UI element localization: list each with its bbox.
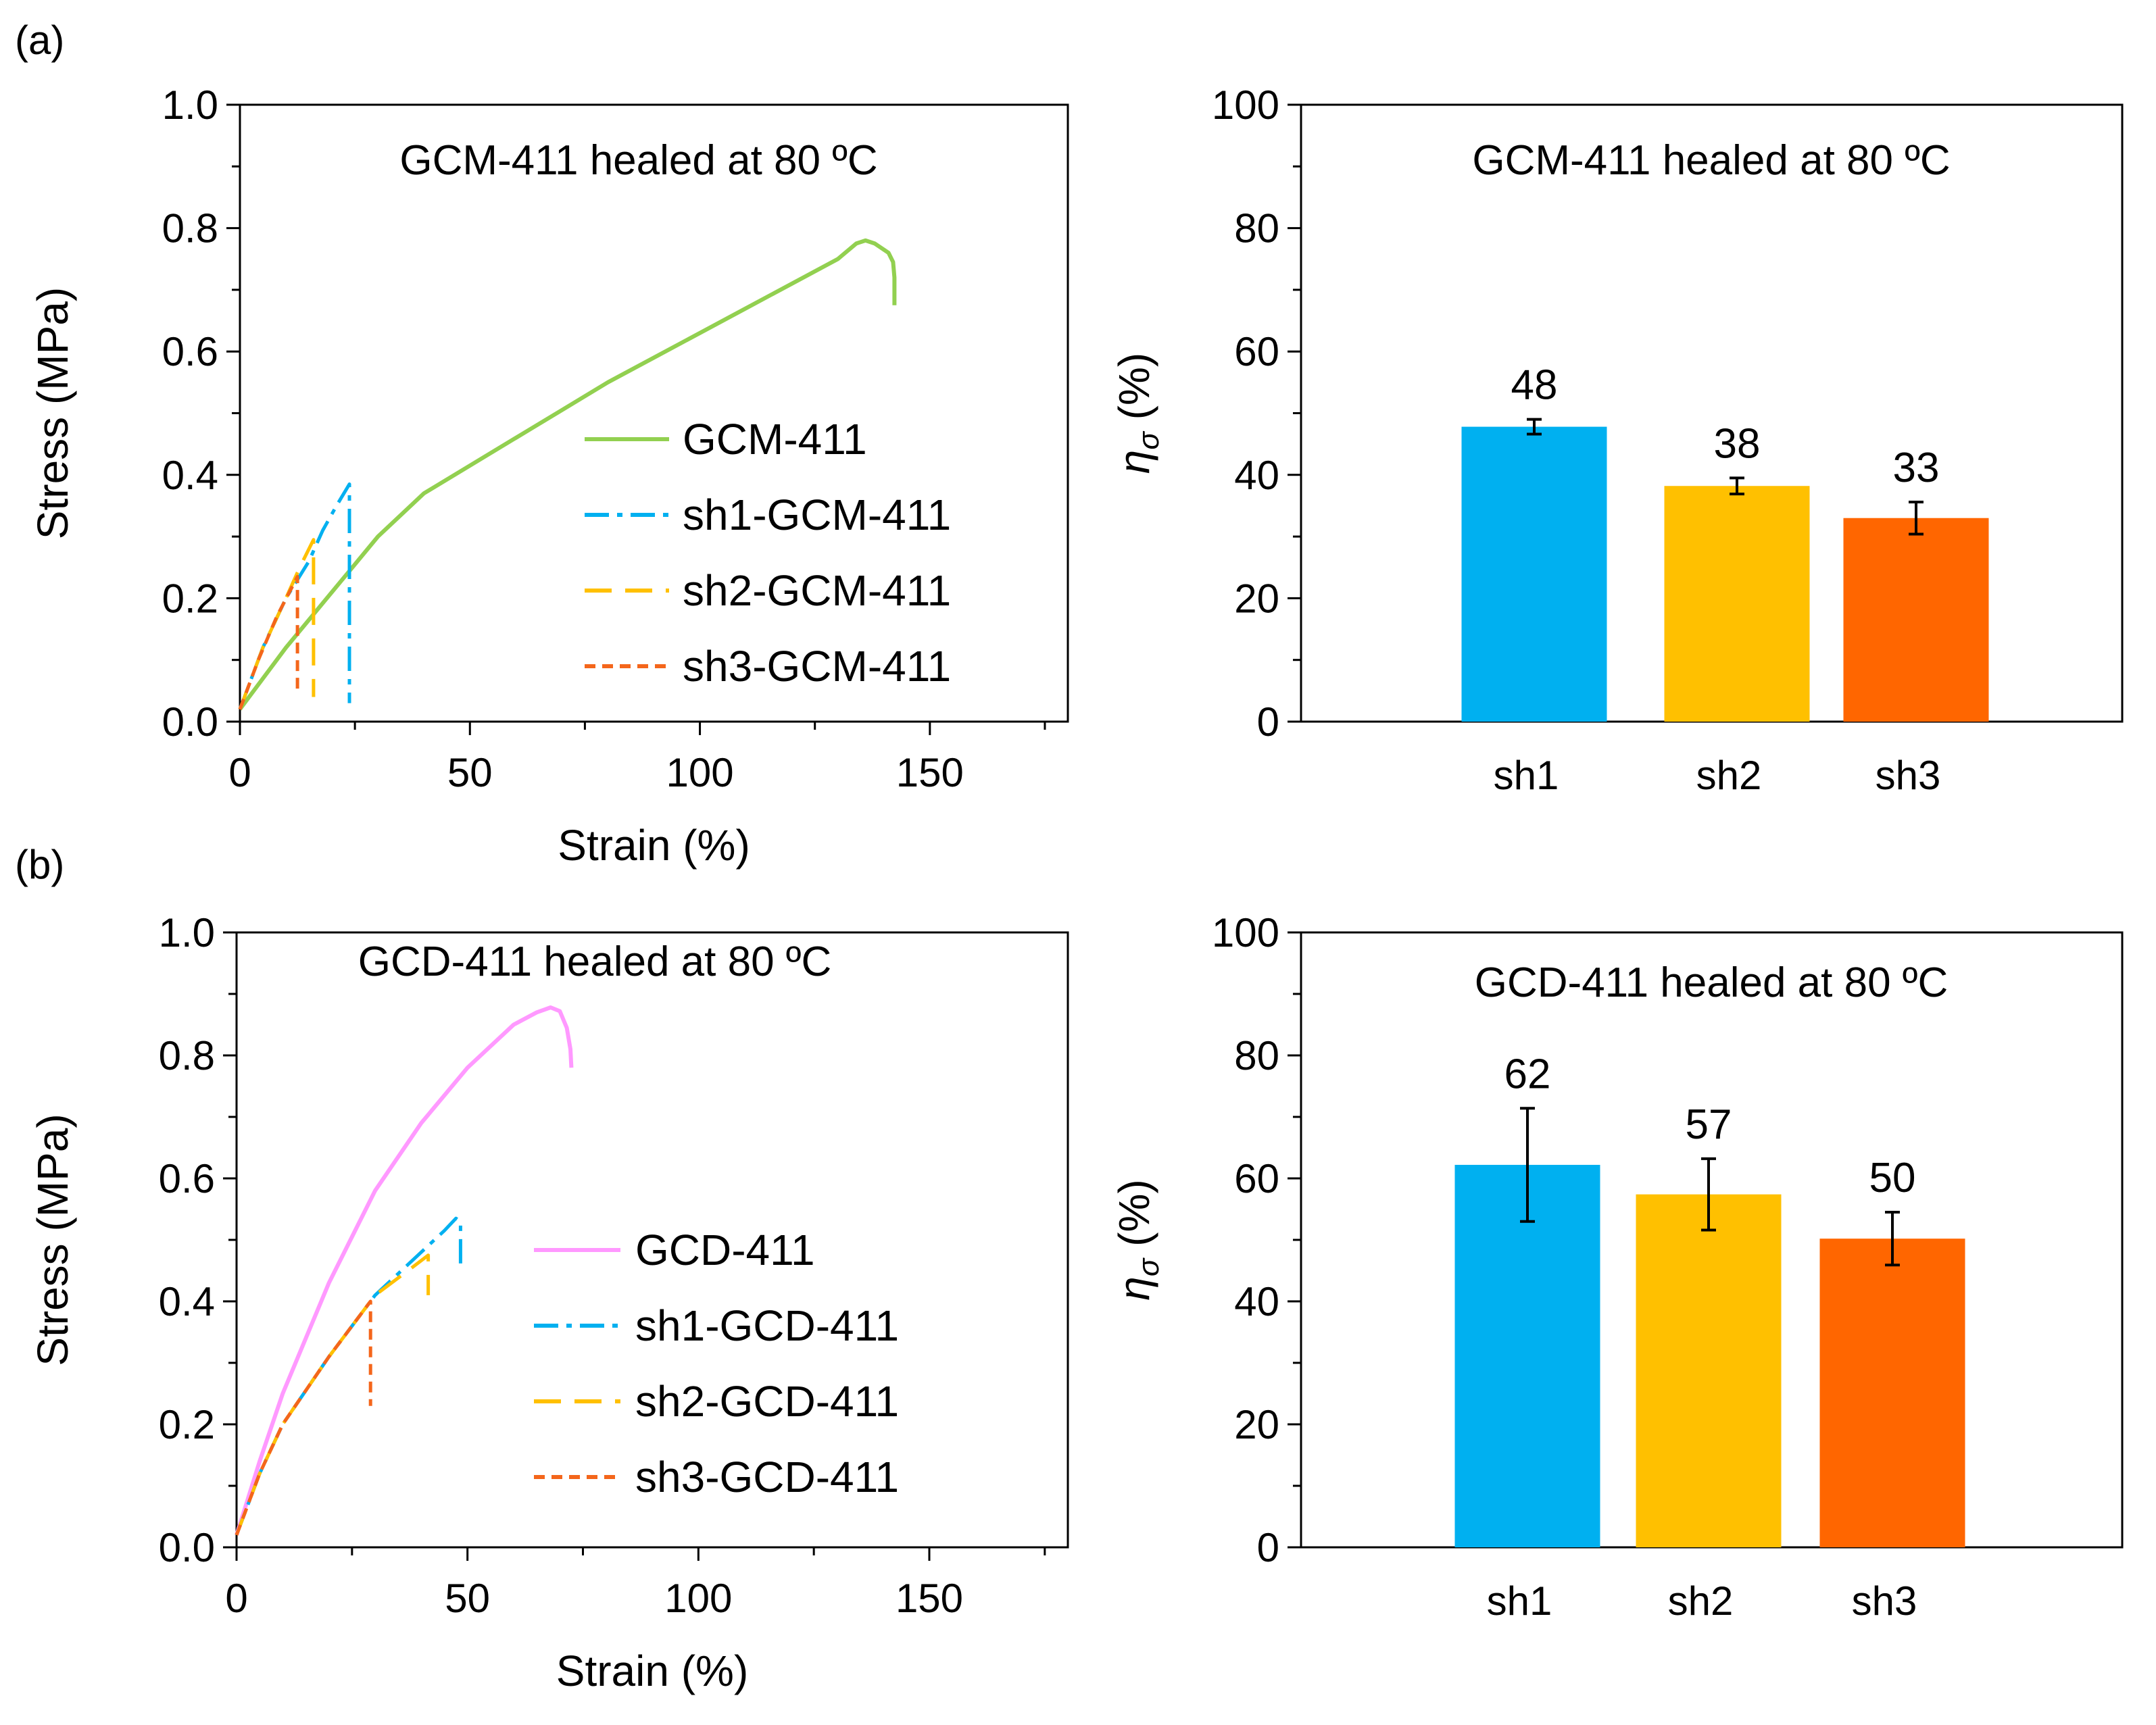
x-category-label: sh1 bbox=[1494, 753, 1559, 798]
series-line-sh3-gcd-411 bbox=[235, 1299, 372, 1536]
y-tick-label: 0.0 bbox=[159, 1525, 215, 1570]
y-tick-label: 0.2 bbox=[159, 1402, 215, 1447]
x-tick-label: 0 bbox=[225, 1576, 247, 1621]
bar-sh3 bbox=[1819, 1239, 1965, 1547]
data-label: 48 bbox=[1511, 362, 1558, 409]
y-axis-title: ησ (%) bbox=[1110, 1179, 1165, 1300]
stress-strain-chart-gcd: 0.0 0.2 0.4 0.6 0.8 1.0 0 50 100 150 Strain (%) Str… bbox=[28, 910, 1069, 1695]
y-axis-symbol: η bbox=[1110, 450, 1158, 474]
y-axis-title: Stress (MPa) bbox=[28, 287, 77, 539]
y-tick-label: 60 bbox=[1234, 1156, 1279, 1201]
data-label: 50 bbox=[1869, 1155, 1916, 1201]
x-tick-label: 150 bbox=[896, 750, 964, 795]
panel-label-b: (b) bbox=[15, 842, 64, 887]
chart-title: GCM-411 healed at 80 ºC bbox=[399, 137, 877, 184]
y-tick-label: 0 bbox=[1257, 1525, 1279, 1570]
legend-label: sh3-GCD-411 bbox=[635, 1453, 899, 1501]
y-tick-label: 0.6 bbox=[159, 1156, 215, 1201]
healing-efficiency-chart-gcd: 0 20 40 60 80 100 ησ (%) GCD-411 healed at 80 º… bbox=[1110, 910, 2124, 1624]
stress-strain-chart-gcm: 0.0 0.2 0.4 0.6 0.8 1.0 0 50 100 150 Strain (%) Str… bbox=[28, 82, 1069, 870]
y-tick-label: 80 bbox=[1234, 206, 1279, 251]
series-line-gcm-411 bbox=[238, 238, 897, 711]
legend-label: GCD-411 bbox=[635, 1226, 815, 1274]
y-tick-label: 100 bbox=[1212, 82, 1279, 128]
y-axis-symbol: η bbox=[1110, 1276, 1158, 1301]
data-label: 62 bbox=[1504, 1051, 1551, 1097]
legend-label: GCM-411 bbox=[683, 415, 867, 464]
legend-label: sh3-GCM-411 bbox=[683, 642, 951, 691]
y-tick-label: 20 bbox=[1234, 576, 1279, 621]
x-category-label: sh1 bbox=[1487, 1578, 1552, 1624]
y-axis-subscript: σ bbox=[1132, 431, 1165, 450]
x-tick-label: 50 bbox=[445, 1576, 490, 1621]
y-tick-label: 1.0 bbox=[159, 910, 215, 955]
series-line-sh3-gcm-411 bbox=[238, 574, 299, 710]
bar-sh1 bbox=[1454, 1164, 1600, 1547]
data-label: 57 bbox=[1686, 1101, 1732, 1148]
series-line-sh1-gcd-411 bbox=[235, 1216, 462, 1536]
chart-title: GCD-411 healed at 80 ºC bbox=[358, 939, 831, 985]
x-axis-title: Strain (%) bbox=[558, 821, 750, 870]
y-tick-label: 40 bbox=[1234, 1279, 1279, 1324]
y-tick-label: 0.6 bbox=[162, 329, 218, 374]
y-tick-label: 0.8 bbox=[159, 1033, 215, 1078]
bar-sh2 bbox=[1664, 486, 1810, 722]
legend-label: sh1-GCM-411 bbox=[683, 491, 951, 539]
y-tick-label: 100 bbox=[1212, 910, 1279, 955]
y-tick-label: 0 bbox=[1257, 699, 1279, 745]
bar-sh2 bbox=[1636, 1194, 1782, 1547]
y-tick-label: 1.0 bbox=[162, 82, 218, 128]
x-tick-label: 100 bbox=[664, 1576, 732, 1621]
y-tick-label: 0.8 bbox=[162, 206, 218, 251]
panel-label-a: (a) bbox=[15, 18, 64, 63]
bar-sh1 bbox=[1461, 426, 1607, 722]
x-category-label: sh2 bbox=[1696, 753, 1762, 798]
y-tick-label: 80 bbox=[1234, 1033, 1279, 1078]
x-tick-label: 50 bbox=[447, 750, 493, 795]
y-tick-label: 60 bbox=[1234, 329, 1279, 374]
y-tick-label: 0.2 bbox=[162, 576, 218, 621]
x-tick-label: 0 bbox=[228, 750, 251, 795]
chart-title: GCD-411 healed at 80 ºC bbox=[1475, 959, 1948, 1006]
y-axis-subscript: σ bbox=[1132, 1257, 1165, 1276]
series-line-gcd-411 bbox=[235, 1005, 574, 1536]
x-category-label: sh3 bbox=[1876, 753, 1941, 798]
y-axis-unit: (%) bbox=[1110, 1179, 1158, 1258]
series-line-sh1-gcm-411 bbox=[238, 482, 351, 710]
y-axis-title: Stress (MPa) bbox=[28, 1114, 77, 1366]
bar-sh3 bbox=[1843, 518, 1989, 722]
y-tick-label: 40 bbox=[1234, 453, 1279, 498]
plot-frame bbox=[239, 103, 1069, 723]
data-label: 33 bbox=[1893, 445, 1940, 491]
y-tick-label: 0.0 bbox=[162, 699, 218, 745]
y-tick-label: 0.4 bbox=[162, 453, 218, 498]
series-line-sh2-gcd-411 bbox=[235, 1253, 431, 1536]
x-category-label: sh2 bbox=[1668, 1578, 1734, 1624]
data-label: 38 bbox=[1714, 420, 1761, 467]
legend-label: sh1-GCD-411 bbox=[635, 1301, 899, 1350]
y-tick-label: 0.4 bbox=[159, 1279, 215, 1324]
y-axis-title: ησ (%) bbox=[1110, 353, 1165, 474]
x-tick-label: 150 bbox=[896, 1576, 963, 1621]
legend-label: sh2-GCM-411 bbox=[683, 566, 951, 615]
legend-label: sh2-GCD-411 bbox=[635, 1377, 899, 1426]
x-axis-title: Strain (%) bbox=[556, 1647, 749, 1695]
y-tick-label: 20 bbox=[1234, 1402, 1279, 1447]
chart-title: GCM-411 healed at 80 ºC bbox=[1472, 137, 1950, 184]
x-tick-label: 100 bbox=[666, 750, 734, 795]
x-category-label: sh3 bbox=[1852, 1578, 1917, 1624]
y-axis-unit: (%) bbox=[1110, 353, 1158, 432]
healing-efficiency-chart-gcm: 0 20 40 60 80 100 ησ (%) GCM-411 healed at 80 º… bbox=[1110, 82, 2124, 798]
